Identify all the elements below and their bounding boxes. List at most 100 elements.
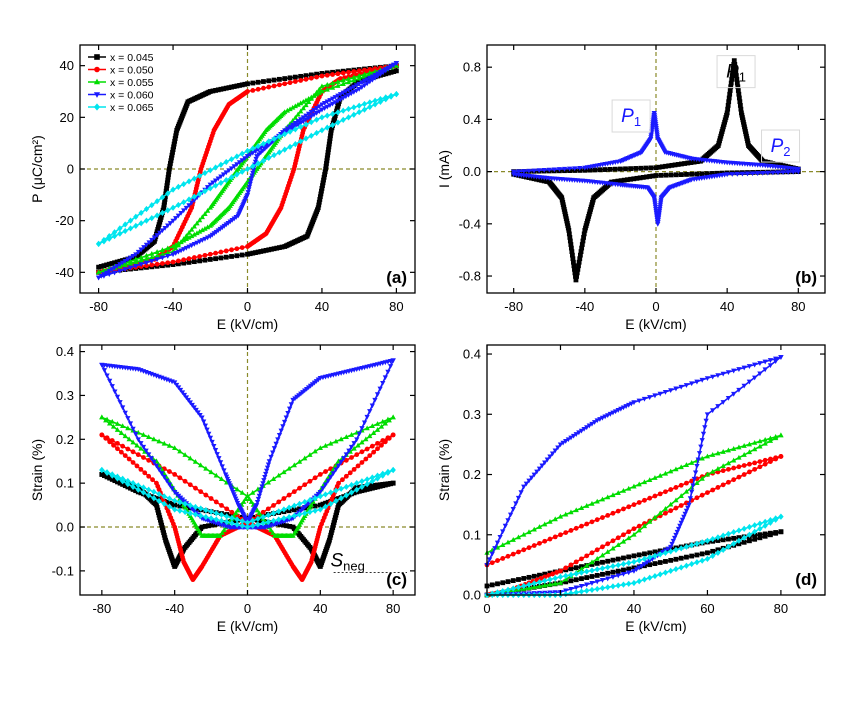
data-point-x045	[577, 252, 583, 258]
data-point-x060	[647, 395, 653, 400]
data-point-x045	[332, 515, 338, 521]
data-point-x045	[615, 178, 621, 184]
data-point-x050	[170, 259, 176, 265]
data-point-x060	[159, 228, 166, 234]
data-point-x055	[199, 227, 205, 233]
data-point-x065	[340, 107, 346, 114]
data-point-x055	[355, 442, 361, 448]
data-point-x055	[265, 479, 271, 485]
data-point-x045	[327, 535, 333, 541]
data-point-x060	[138, 247, 144, 253]
data-point-x065	[689, 542, 695, 549]
data-point-x055	[351, 74, 357, 80]
data-point-x045	[709, 171, 715, 176]
data-point-x060	[195, 410, 201, 416]
data-point-x055	[510, 537, 516, 542]
data-point-x060	[348, 91, 354, 97]
data-point-x060	[112, 389, 118, 395]
data-point-x055	[286, 465, 292, 471]
data-point-x050	[495, 558, 500, 563]
data-point-x060	[385, 65, 392, 71]
data-point-x050	[149, 262, 155, 268]
y-tick-label: 0.2	[463, 467, 481, 482]
data-point-x045	[106, 261, 112, 267]
data-point-x065	[515, 584, 522, 591]
data-point-x050	[757, 459, 763, 465]
data-point-x045	[109, 476, 115, 482]
data-point-x060	[736, 387, 742, 393]
data-point-x045	[640, 174, 646, 180]
data-point-x065	[149, 214, 155, 222]
data-point-x055	[159, 251, 166, 257]
data-point-x065	[615, 582, 621, 589]
data-point-x045	[323, 500, 328, 506]
data-point-x045	[234, 253, 240, 259]
data-point-x045	[287, 75, 293, 81]
data-point-x060	[183, 205, 189, 211]
data-point-x055	[202, 225, 208, 231]
data-point-x060	[191, 405, 197, 411]
data-point-x050	[710, 487, 716, 493]
data-point-x055	[178, 239, 184, 244]
data-point-x060	[505, 518, 511, 524]
data-point-x065	[228, 156, 235, 163]
x-tick-label: -80	[504, 299, 523, 314]
data-point-x045	[568, 566, 574, 572]
data-point-x060	[770, 170, 776, 176]
data-point-x055	[154, 249, 160, 254]
data-point-x045	[318, 191, 324, 197]
y-tick-label: 0	[67, 162, 74, 177]
data-point-x060	[300, 119, 306, 125]
data-point-x050	[626, 529, 632, 535]
data-point-x060	[122, 410, 128, 416]
data-point-x065	[678, 545, 684, 552]
data-point-x050	[118, 449, 124, 455]
data-point-x060	[665, 546, 671, 552]
data-point-x045	[566, 231, 572, 237]
data-point-x050	[260, 509, 266, 515]
data-point-x055	[605, 549, 611, 554]
data-point-x060	[295, 122, 301, 128]
data-point-x050	[349, 455, 354, 460]
data-point-x060	[778, 355, 784, 360]
data-point-x045	[332, 517, 338, 523]
data-point-x065	[704, 555, 711, 562]
data-point-x045	[133, 488, 139, 494]
data-point-x065	[594, 566, 600, 573]
data-point-x045	[170, 149, 175, 155]
data-point-x045	[372, 482, 378, 488]
data-point-x065	[348, 481, 355, 489]
data-point-x045	[202, 523, 208, 529]
data-point-x045	[732, 61, 738, 67]
data-point-x055	[725, 460, 732, 466]
data-point-x045	[161, 205, 167, 211]
data-point-x060	[670, 538, 676, 544]
data-point-x060	[489, 551, 495, 557]
data-point-x060	[172, 380, 178, 386]
legend-label-x055: x = 0.055	[110, 77, 154, 89]
data-point-x045	[720, 537, 726, 543]
data-point-x060	[311, 108, 317, 113]
data-point-x055	[557, 580, 564, 585]
data-point-x060	[264, 465, 271, 471]
data-point-x065	[218, 517, 225, 524]
data-point-x060	[106, 272, 112, 278]
data-point-x060	[359, 85, 365, 90]
data-point-x055	[615, 542, 621, 548]
data-point-x065	[372, 97, 378, 104]
data-point-x060	[215, 176, 221, 182]
data-point-x045	[325, 499, 331, 505]
data-point-x060	[576, 430, 582, 436]
data-point-x055	[605, 494, 611, 500]
data-point-x045	[666, 163, 672, 169]
data-point-x055	[762, 440, 768, 446]
data-point-x050	[605, 512, 611, 518]
data-point-x055	[204, 224, 211, 230]
data-point-x045	[526, 574, 532, 580]
y-tick-label: -0.8	[459, 269, 481, 284]
data-point-x065	[652, 572, 658, 580]
data-point-x060	[319, 102, 325, 108]
data-point-x060	[689, 381, 695, 387]
data-point-x060	[377, 386, 383, 392]
data-point-x060	[570, 433, 577, 439]
